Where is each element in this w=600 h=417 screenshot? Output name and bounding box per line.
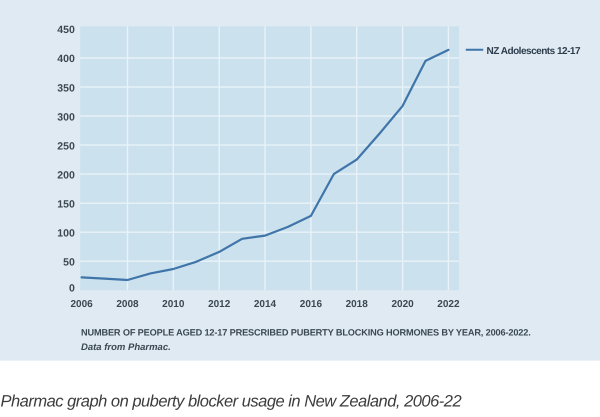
svg-text:2022: 2022 bbox=[437, 299, 460, 310]
svg-text:2014: 2014 bbox=[254, 299, 277, 310]
svg-text:NUMBER OF PEOPLE AGED 12-17 PR: NUMBER OF PEOPLE AGED 12-17 PRESCRIBED P… bbox=[81, 327, 531, 337]
svg-text:250: 250 bbox=[57, 140, 75, 152]
svg-text:Pharmac graph on puberty block: Pharmac graph on puberty blocker usage i… bbox=[1, 393, 462, 411]
svg-text:0: 0 bbox=[69, 283, 75, 295]
svg-text:2016: 2016 bbox=[300, 299, 323, 310]
svg-text:2020: 2020 bbox=[391, 299, 414, 310]
svg-text:150: 150 bbox=[57, 198, 75, 210]
svg-text:450: 450 bbox=[57, 24, 75, 36]
svg-text:Data from Pharmac.: Data from Pharmac. bbox=[81, 342, 171, 353]
svg-text:350: 350 bbox=[57, 82, 75, 94]
svg-text:2012: 2012 bbox=[208, 299, 231, 310]
svg-text:2018: 2018 bbox=[346, 299, 369, 310]
svg-text:NZ Adolescents 12-17: NZ Adolescents 12-17 bbox=[487, 46, 581, 57]
svg-text:100: 100 bbox=[57, 227, 75, 239]
svg-text:2010: 2010 bbox=[162, 299, 185, 310]
svg-text:200: 200 bbox=[57, 169, 75, 181]
svg-text:50: 50 bbox=[63, 256, 75, 268]
svg-text:300: 300 bbox=[57, 111, 75, 123]
svg-text:2006: 2006 bbox=[70, 299, 93, 310]
svg-text:400: 400 bbox=[57, 53, 75, 65]
svg-text:2008: 2008 bbox=[116, 299, 139, 310]
